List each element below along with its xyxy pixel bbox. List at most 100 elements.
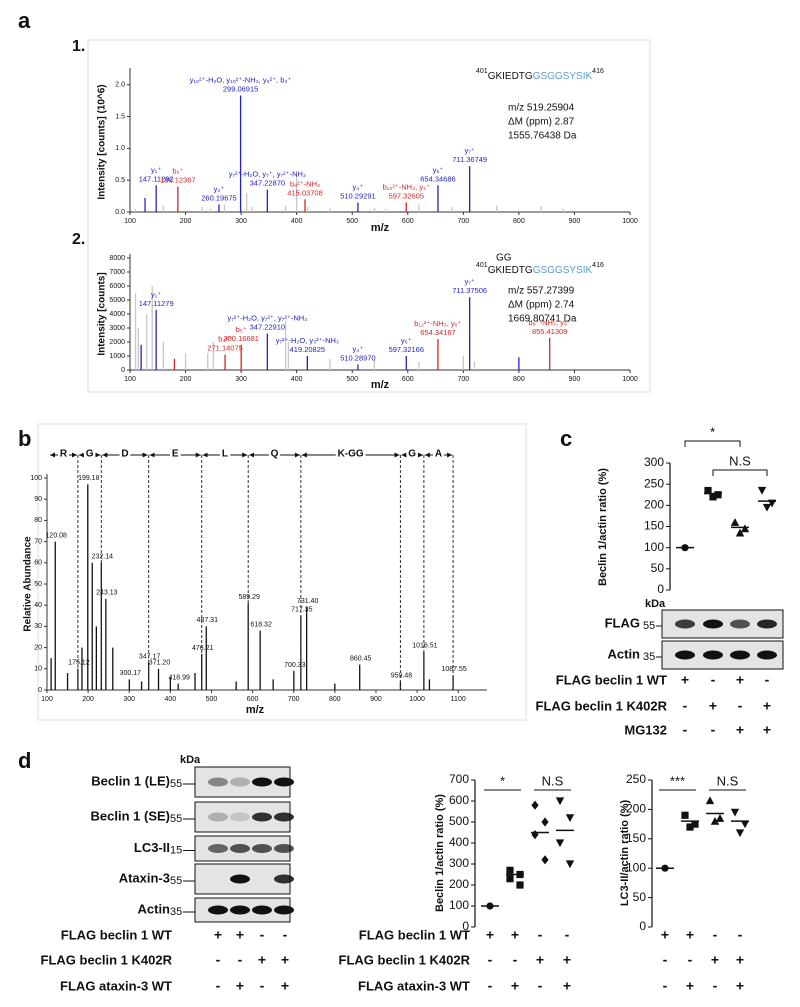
band <box>757 650 777 660</box>
condition-sign: + <box>236 927 244 943</box>
y-tick-label: 0 <box>657 582 664 596</box>
band <box>274 844 294 853</box>
peak-ion: y₁⁺ <box>151 165 161 174</box>
band <box>208 812 228 822</box>
peak-mz: 147.11279 <box>139 299 174 308</box>
point <box>710 816 720 825</box>
x-tick-label: 700 <box>288 696 300 703</box>
point <box>735 528 745 537</box>
y-tick-label: 10 <box>34 666 42 673</box>
band <box>274 777 294 787</box>
peak-mz: 418.99 <box>168 674 190 681</box>
significance-label: *** <box>670 773 685 788</box>
y-tick-label: 0 <box>639 919 646 933</box>
condition-label: FLAG beclin 1 K402R <box>536 698 668 713</box>
x-tick-label: 300 <box>123 696 135 703</box>
band <box>757 619 777 629</box>
peak-ion: y₇²⁺-H₂O, y₃²⁺-NH₃ <box>276 336 339 345</box>
y-tick-label: 7000 <box>109 269 125 276</box>
condition-sign: - <box>238 952 243 968</box>
peak-mz: 711.36749 <box>452 155 487 164</box>
condition-sign: + <box>281 952 289 968</box>
y-axis-label: LC3-II/actin ratio (%) <box>619 799 631 906</box>
x-tick-label: 800 <box>513 218 525 225</box>
x-tick-label: 700 <box>457 218 469 225</box>
condition-sign: - <box>683 722 688 738</box>
x-tick-label: 500 <box>206 696 218 703</box>
mw-marker: 55 <box>643 620 655 632</box>
blot-label: Ataxin-3 <box>119 870 170 885</box>
significance-label: N.S <box>717 773 739 788</box>
y-tick-label: 8000 <box>109 255 125 262</box>
y-tick-label: 700 <box>449 772 469 786</box>
sequence-highlight: GSGGSYSIK <box>533 71 593 82</box>
band <box>208 844 228 853</box>
point <box>740 524 750 533</box>
sequence: GKIEDTG <box>488 265 533 276</box>
condition-sign: + <box>258 952 266 968</box>
blot-label: Actin <box>608 646 641 661</box>
point <box>757 486 767 495</box>
condition-sign: - <box>738 698 743 714</box>
significance-bracket <box>684 440 741 447</box>
peak-mz: 654.34167 <box>420 328 455 337</box>
point <box>686 823 694 831</box>
condition-label: FLAG beclin 1 WT <box>556 672 667 687</box>
peak-mz: 618.32 <box>250 621 272 628</box>
x-tick-label: 400 <box>291 218 303 225</box>
subpanel-title: 1. <box>72 38 85 55</box>
blot-label: Actin <box>138 901 171 916</box>
peak-mz: 199.18 <box>78 475 100 482</box>
x-tick-label: 800 <box>513 376 525 383</box>
band <box>208 777 228 787</box>
peak-mz: 711.37506 <box>452 286 487 295</box>
peak-mz: 147.11292 <box>139 174 174 183</box>
y-tick-label: 40 <box>34 602 42 609</box>
band <box>230 812 250 822</box>
point <box>565 860 575 869</box>
residue: R <box>60 449 68 460</box>
precursor-info: 1669.80741 Da <box>508 314 577 325</box>
kda-label: kDa <box>645 598 666 610</box>
peak-mz: 232.14 <box>92 554 114 561</box>
x-tick-label: 400 <box>291 376 303 383</box>
residue-end: 416 <box>592 262 604 269</box>
point <box>555 839 565 848</box>
y-tick-label: 150 <box>644 519 664 533</box>
residue: Q <box>271 449 279 460</box>
precursor-info: m/z 557.27399 <box>508 286 575 297</box>
peak-ion: b₈²⁺-NH₃ <box>290 179 320 188</box>
y-tick-label: 50 <box>34 581 42 588</box>
condition-sign: - <box>216 952 221 968</box>
peak-ion: y₇²⁺-H₂O, y₇²⁺, y₇²⁺-NH₃ <box>227 314 307 323</box>
point <box>506 866 514 874</box>
peak-mz: 700.33 <box>284 662 306 669</box>
x-tick-label: 400 <box>165 696 177 703</box>
peak-mz: 597.32166 <box>389 345 424 354</box>
x-tick-label: 200 <box>180 376 192 383</box>
band <box>703 650 723 660</box>
condition-sign: - <box>711 722 716 738</box>
x-tick-label: 300 <box>235 376 247 383</box>
peak-mz: 300.16681 <box>223 334 258 343</box>
panel-frame <box>87 39 651 393</box>
y-tick-label: 70 <box>34 538 42 545</box>
y-tick-label: 150 <box>626 831 646 845</box>
peak-ion: y₂⁺ <box>214 184 225 193</box>
condition-sign: - <box>713 927 718 943</box>
condition-sign: + <box>681 672 689 688</box>
peak-mz: 243.13 <box>96 590 118 597</box>
y-axis-label: Beclin 1/actin ratio (%) <box>434 794 446 912</box>
condition-sign: - <box>260 978 265 994</box>
condition-sign: + <box>736 978 744 994</box>
residue: K-GG <box>338 449 364 460</box>
y-axis-label: Intensity [counts] (10^6) <box>97 84 108 199</box>
mw-marker: 15 <box>170 844 182 856</box>
mw-marker: 35 <box>643 651 655 663</box>
x-tick-label: 900 <box>569 376 581 383</box>
panel-letter: a <box>18 8 31 33</box>
peak-ion: y₆⁺ <box>433 165 444 174</box>
band <box>252 844 272 853</box>
x-tick-label: 100 <box>124 376 136 383</box>
precursor-info: 1555.76438 Da <box>508 131 577 142</box>
